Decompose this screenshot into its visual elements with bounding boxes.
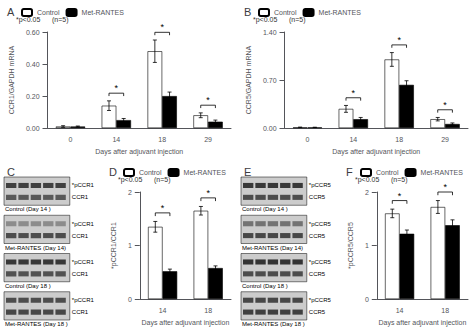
svg-text:*pCCR1: *pCCR1 bbox=[72, 259, 95, 265]
svg-text:Control (Day 18 ): Control (Day 18 ) bbox=[5, 283, 51, 289]
svg-text:*: * bbox=[398, 191, 402, 201]
svg-text:(n=5): (n=5) bbox=[391, 176, 408, 184]
svg-text:CCR5: CCR5 bbox=[309, 309, 326, 315]
svg-text:1: 1 bbox=[365, 242, 369, 249]
svg-text:CCR5: CCR5 bbox=[309, 271, 326, 277]
svg-text:Control: Control bbox=[376, 169, 399, 176]
svg-text:*pCCR5: *pCCR5 bbox=[309, 182, 332, 188]
svg-text:0.70: 0.70 bbox=[263, 77, 277, 84]
svg-text:0.00: 0.00 bbox=[26, 125, 40, 132]
svg-text:CCR5: CCR5 bbox=[309, 194, 326, 200]
svg-text:*pCCR5: *pCCR5 bbox=[309, 297, 332, 303]
svg-text:CCR5/GAPDH mRNA: CCR5/GAPDH mRNA bbox=[245, 45, 252, 114]
svg-text:0.60: 0.60 bbox=[26, 29, 40, 36]
svg-text:*: * bbox=[160, 22, 164, 32]
svg-text:*: * bbox=[206, 95, 210, 105]
svg-text:D: D bbox=[109, 166, 117, 178]
svg-text:*pCCR1: *pCCR1 bbox=[72, 182, 95, 188]
svg-text:Met-RANTES (Day 14): Met-RANTES (Day 14) bbox=[5, 245, 66, 251]
svg-text:Days after adjuvant injection: Days after adjuvant injection bbox=[95, 148, 183, 156]
svg-text:CCR1: CCR1 bbox=[72, 194, 89, 200]
svg-text:(n=5): (n=5) bbox=[154, 176, 171, 184]
svg-text:*pCCR1: *pCCR1 bbox=[72, 221, 95, 227]
svg-text:14: 14 bbox=[112, 136, 120, 143]
svg-text:*p<0.05: *p<0.05 bbox=[253, 16, 277, 24]
svg-text:Days after adjuvant injection: Days after adjuvant injection bbox=[378, 319, 466, 327]
svg-text:14: 14 bbox=[349, 136, 357, 143]
svg-text:Met-RANTES: Met-RANTES bbox=[421, 169, 464, 176]
svg-text:B: B bbox=[244, 6, 251, 18]
svg-text:0: 0 bbox=[365, 296, 369, 303]
svg-text:*: * bbox=[206, 188, 210, 198]
svg-text:0: 0 bbox=[69, 136, 73, 143]
svg-text:*p<0.05: *p<0.05 bbox=[16, 16, 40, 24]
svg-text:*pCCR1: *pCCR1 bbox=[72, 297, 95, 303]
svg-text:Days after adjuvant injection: Days after adjuvant injection bbox=[332, 148, 420, 156]
svg-text:18: 18 bbox=[158, 136, 166, 143]
svg-text:0.20: 0.20 bbox=[26, 93, 40, 100]
svg-text:Control: Control bbox=[37, 9, 60, 16]
svg-text:E: E bbox=[244, 166, 251, 178]
svg-text:0: 0 bbox=[128, 296, 132, 303]
svg-text:*pCCR5: *pCCR5 bbox=[309, 221, 332, 227]
svg-text:Met-RANTES: Met-RANTES bbox=[319, 9, 362, 16]
svg-text:0: 0 bbox=[306, 136, 310, 143]
svg-text:Control: Control bbox=[274, 9, 297, 16]
svg-text:2: 2 bbox=[365, 189, 369, 196]
svg-text:Control: Control bbox=[139, 169, 162, 176]
svg-text:(n=5): (n=5) bbox=[289, 16, 306, 24]
svg-text:1: 1 bbox=[128, 242, 132, 249]
svg-text:Met-RANTES: Met-RANTES bbox=[82, 9, 125, 16]
svg-text:29: 29 bbox=[204, 136, 212, 143]
svg-text:*: * bbox=[443, 182, 447, 192]
svg-text:2: 2 bbox=[128, 189, 132, 196]
svg-text:29: 29 bbox=[441, 136, 449, 143]
svg-text:18: 18 bbox=[441, 307, 449, 314]
svg-text:Met-RANTES: Met-RANTES bbox=[184, 169, 227, 176]
svg-text:CCR1: CCR1 bbox=[72, 233, 89, 239]
svg-text:18: 18 bbox=[395, 136, 403, 143]
svg-text:(n=5): (n=5) bbox=[52, 16, 69, 24]
svg-text:*: * bbox=[443, 100, 447, 110]
svg-text:Met-RANTES (Day 14): Met-RANTES (Day 14) bbox=[242, 245, 303, 251]
svg-text:CCR1: CCR1 bbox=[72, 271, 89, 277]
svg-text:14: 14 bbox=[159, 307, 167, 314]
svg-text:*: * bbox=[352, 88, 356, 98]
svg-text:*: * bbox=[115, 83, 119, 93]
svg-text:CCR1/GAPDH mRNA: CCR1/GAPDH mRNA bbox=[8, 45, 15, 114]
svg-text:CCR5: CCR5 bbox=[309, 233, 326, 239]
svg-text:C: C bbox=[7, 166, 15, 178]
svg-text:*p<0.05: *p<0.05 bbox=[355, 176, 379, 184]
svg-text:CCR1: CCR1 bbox=[72, 309, 89, 315]
svg-text:0.00: 0.00 bbox=[263, 125, 277, 132]
svg-text:Control (Day 14 ): Control (Day 14 ) bbox=[5, 206, 51, 212]
svg-text:A: A bbox=[7, 6, 15, 18]
svg-text:0.40: 0.40 bbox=[26, 61, 40, 68]
svg-text:1.40: 1.40 bbox=[263, 29, 277, 36]
svg-text:*pCCR1/CCR1: *pCCR1/CCR1 bbox=[110, 222, 118, 269]
svg-text:Met-RANTES (Day 18 ): Met-RANTES (Day 18 ) bbox=[242, 321, 305, 327]
svg-text:F: F bbox=[346, 166, 353, 178]
svg-text:*pCCR5: *pCCR5 bbox=[309, 259, 332, 265]
svg-text:*: * bbox=[397, 35, 401, 45]
svg-text:18: 18 bbox=[204, 307, 212, 314]
svg-text:Days after adjuvant injection: Days after adjuvant injection bbox=[141, 319, 229, 327]
svg-text:Control (Day 18 ): Control (Day 18 ) bbox=[242, 283, 288, 289]
svg-text:14: 14 bbox=[396, 307, 404, 314]
svg-text:Control (Day 14 ): Control (Day 14 ) bbox=[242, 206, 288, 212]
svg-text:*: * bbox=[161, 203, 165, 213]
svg-text:Met-RANTES (Day 18 ): Met-RANTES (Day 18 ) bbox=[5, 321, 68, 327]
svg-text:*pCCR5/CCR5: *pCCR5/CCR5 bbox=[347, 222, 355, 269]
svg-text:*p<0.05: *p<0.05 bbox=[118, 176, 142, 184]
